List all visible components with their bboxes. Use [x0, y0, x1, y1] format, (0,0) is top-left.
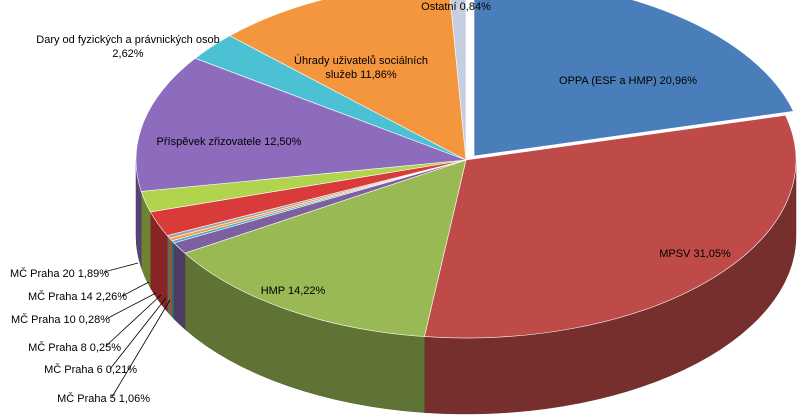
slice-labels: OPPA (ESF a HMP) 20,96% MPSV 31,05% HMP 14…: [10, 1, 731, 405]
slice-label-10: Dary od fyzických a právnických osob 2,62…: [36, 34, 219, 60]
slice-label-8: MČ Praha 20 1,89%: [10, 267, 109, 280]
slice-label-9: Příspěvek zřizovatele 12,50%: [157, 136, 302, 148]
leader-line-8: [103, 262, 139, 273]
pie-side-4: [171, 240, 175, 320]
slice-label-1: MPSV 31,05%: [659, 248, 731, 260]
slice-label-7: MČ Praha 14 2,26%: [28, 290, 127, 303]
pie-sides: [135, 159, 797, 415]
slice-label-4: MČ Praha 6 0,21%: [44, 363, 137, 376]
pie-side-3: [173, 242, 186, 330]
slice-label-11: Úhrady uživatelů sociálních služeb 11,86%: [294, 54, 428, 81]
pie-slice-9: [135, 57, 467, 192]
leader-line-7: [121, 281, 150, 297]
slice-label-12: Ostatní 0,84%: [421, 1, 491, 13]
leader-line-4: [109, 297, 167, 370]
leader-line-5: [105, 294, 162, 347]
pie-tops: [135, 0, 797, 339]
leader-lines: [103, 262, 171, 398]
leader-line-3: [111, 299, 171, 398]
pie-slice-0: [473, 0, 794, 157]
pie-slice-12: [450, 0, 467, 161]
pie-slice-11: [229, 0, 467, 161]
pie-side-5: [169, 237, 173, 318]
slice-label-5: MČ Praha 8 0,25%: [28, 341, 121, 354]
slice-label-0: OPPA (ESF a HMP) 20,96%: [559, 75, 697, 87]
pie-slice-1: [424, 114, 797, 339]
leader-line-6: [107, 292, 157, 319]
slice-label-6: MČ Praha 10 0,28%: [11, 313, 110, 326]
slice-label-3: MČ Praha 5 1,06%: [57, 392, 150, 405]
pie-slice-2: [184, 159, 467, 337]
slice-label-2: HMP 14,22%: [261, 285, 326, 297]
